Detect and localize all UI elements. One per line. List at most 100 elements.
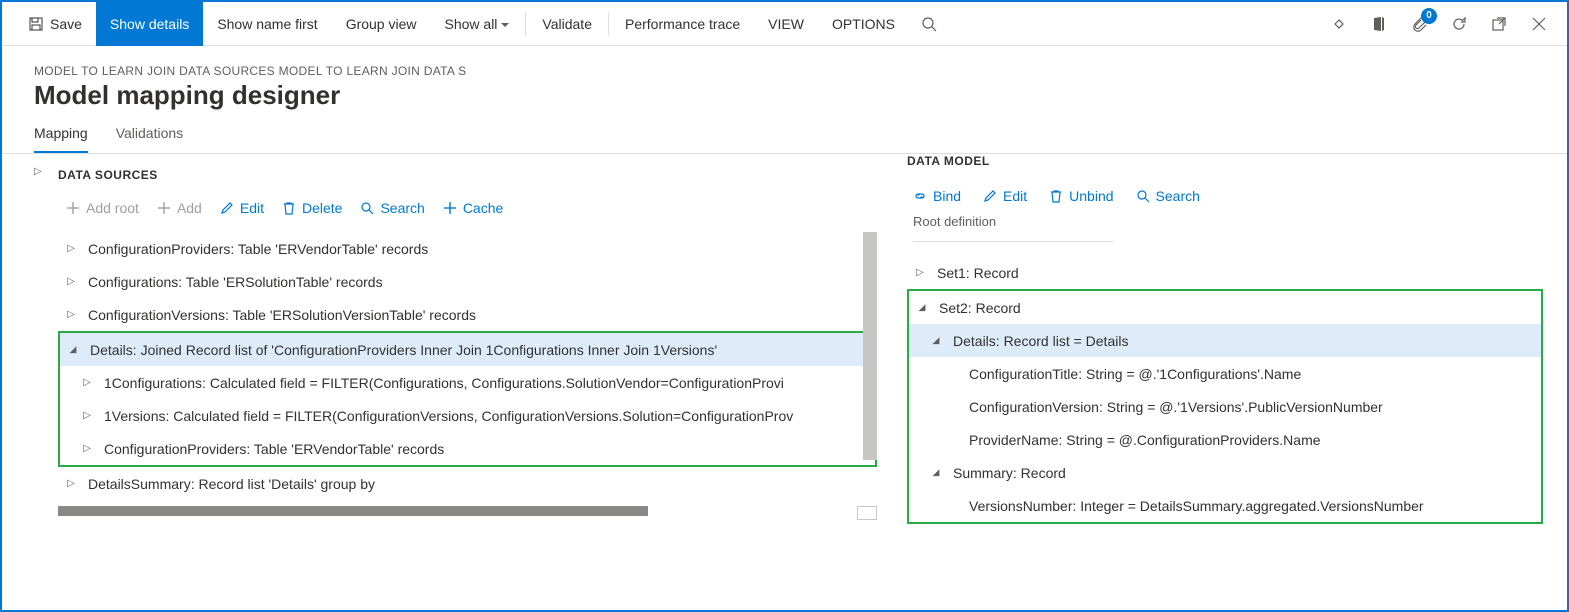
show-details-label: Show details <box>110 16 189 32</box>
tree-row[interactable]: ConfigurationTitle: String = @.'1Configu… <box>909 357 1541 390</box>
tree-row[interactable]: VersionsNumber: Integer = DetailsSummary… <box>909 489 1541 522</box>
tree-row[interactable]: DetailsSummary: Record list 'Details' gr… <box>58 467 877 500</box>
attachment-badge: 0 <box>1421 8 1437 24</box>
data-model-tree: Set1: Record Set2: Record Details: Record … <box>907 256 1543 524</box>
office-icon-button[interactable] <box>1359 2 1399 46</box>
separator <box>608 12 609 36</box>
caret-collapsed-icon[interactable] <box>64 276 78 287</box>
link-icon-button[interactable] <box>1319 2 1359 46</box>
tree-row[interactable]: Summary: Record <box>909 456 1541 489</box>
plus-icon <box>157 201 171 215</box>
trash-icon <box>1049 189 1063 203</box>
save-icon <box>28 16 44 32</box>
show-details-button[interactable]: Show details <box>96 2 203 46</box>
tab-validations[interactable]: Validations <box>116 125 183 153</box>
tree-row[interactable]: Configurations: Table 'ERSolutionTable' … <box>58 265 877 298</box>
tree-row[interactable]: ConfigurationProviders: Table 'ERVendorT… <box>60 432 875 465</box>
close-icon <box>1532 17 1546 31</box>
close-button[interactable] <box>1519 2 1559 46</box>
tree-row-label: ConfigurationProviders: Table 'ERVendorT… <box>78 241 428 257</box>
tree-row[interactable]: ProviderName: String = @.ConfigurationPr… <box>909 423 1541 456</box>
search-button[interactable]: Search <box>360 200 424 216</box>
caret-collapsed-icon[interactable] <box>80 377 94 388</box>
highlight-box: Details: Joined Record list of 'Configur… <box>58 331 877 467</box>
bind-button[interactable]: Bind <box>913 188 961 204</box>
tree-row-label: Details: Record list = Details <box>943 333 1128 349</box>
tree-row[interactable]: Set2: Record <box>909 291 1541 324</box>
page-header: MODEL TO LEARN JOIN DATA SOURCES MODEL T… <box>2 46 1567 111</box>
link-icon <box>1331 16 1347 32</box>
tree-row[interactable]: Details: Joined Record list of 'Configur… <box>60 333 875 366</box>
search-icon <box>1136 189 1150 203</box>
horizontal-scrollbar[interactable] <box>58 506 877 520</box>
caret-collapsed-icon[interactable] <box>80 443 94 454</box>
tree-row[interactable]: 1Configurations: Calculated field = FILT… <box>60 366 875 399</box>
refresh-button[interactable] <box>1439 2 1479 46</box>
breadcrumb: MODEL TO LEARN JOIN DATA SOURCES MODEL T… <box>34 64 1567 78</box>
tree-row-label: Set1: Record <box>927 265 1019 281</box>
tree-row-label: ConfigurationVersion: String = @.'1Versi… <box>959 399 1383 415</box>
search-toolbar-button[interactable] <box>909 2 949 46</box>
save-button[interactable]: Save <box>14 2 96 46</box>
tree-row[interactable]: ConfigurationVersion: String = @.'1Versi… <box>909 390 1541 423</box>
office-icon <box>1371 16 1387 32</box>
tree-row-label: Details: Joined Record list of 'Configur… <box>80 342 717 358</box>
tree-row-label: 1Configurations: Calculated field = FILT… <box>94 375 784 391</box>
tab-mapping[interactable]: Mapping <box>34 125 88 153</box>
link-icon <box>913 189 927 203</box>
unbind-button[interactable]: Unbind <box>1049 188 1113 204</box>
tree-row-label: DetailsSummary: Record list 'Details' gr… <box>78 476 375 492</box>
top-toolbar: Save Show details Show name first Group … <box>2 2 1567 46</box>
show-name-first-button[interactable]: Show name first <box>203 2 331 46</box>
data-sources-panel: ▷ DATA SOURCES Add root Add Edit <box>2 154 897 610</box>
view-button[interactable]: VIEW <box>754 2 818 46</box>
trash-icon <box>282 201 296 215</box>
tree-row-label: Configurations: Table 'ERSolutionTable' … <box>78 274 383 290</box>
options-button[interactable]: OPTIONS <box>818 2 909 46</box>
caret-expanded-icon[interactable] <box>929 335 943 346</box>
tree-row[interactable]: Details: Record list = Details <box>909 324 1541 357</box>
tree-row-label: ConfigurationVersions: Table 'ERSolution… <box>78 307 476 323</box>
plus-icon <box>66 201 80 215</box>
separator <box>525 12 526 36</box>
caret-expanded-icon[interactable] <box>929 467 943 478</box>
vertical-scrollbar[interactable] <box>863 232 877 464</box>
add-root-button[interactable]: Add root <box>66 200 139 216</box>
tree-row-label: ConfigurationTitle: String = @.'1Configu… <box>959 366 1301 382</box>
cache-button[interactable]: Cache <box>443 200 503 216</box>
edit-button[interactable]: Edit <box>983 188 1027 204</box>
tree-row[interactable]: ConfigurationVersions: Table 'ERSolution… <box>58 298 877 331</box>
edit-button[interactable]: Edit <box>220 200 264 216</box>
group-view-button[interactable]: Group view <box>332 2 431 46</box>
tree-row[interactable]: ConfigurationProviders: Table 'ERVendorT… <box>58 232 877 265</box>
caret-expanded-icon[interactable] <box>915 302 929 313</box>
search-icon <box>921 16 937 32</box>
caret-collapsed-icon[interactable] <box>64 309 78 320</box>
save-label: Save <box>50 16 82 32</box>
validate-button[interactable]: Validate <box>528 2 606 46</box>
data-model-panel: DATA MODEL Bind Edit Unbind Search <box>897 154 1567 610</box>
add-button[interactable]: Add <box>157 200 202 216</box>
show-all-dropdown[interactable]: Show all <box>431 2 524 46</box>
performance-trace-button[interactable]: Performance trace <box>611 2 754 46</box>
caret-collapsed-icon[interactable] <box>80 410 94 421</box>
search-icon <box>360 201 374 215</box>
delete-button[interactable]: Delete <box>282 200 342 216</box>
attachment-button[interactable]: 0 <box>1399 2 1439 46</box>
popout-button[interactable] <box>1479 2 1519 46</box>
caret-expanded-icon[interactable] <box>66 344 80 355</box>
plus-icon <box>443 201 457 215</box>
tree-row[interactable]: 1Versions: Calculated field = FILTER(Con… <box>60 399 875 432</box>
data-model-heading: DATA MODEL <box>907 154 1543 174</box>
popout-icon <box>1491 16 1507 32</box>
caret-collapsed-icon[interactable] <box>913 267 927 278</box>
caret-collapsed-icon[interactable] <box>64 243 78 254</box>
tree-row-label: ProviderName: String = @.ConfigurationPr… <box>959 432 1321 448</box>
search-button[interactable]: Search <box>1136 188 1200 204</box>
tree-row-label: ConfigurationProviders: Table 'ERVendorT… <box>94 441 444 457</box>
caret-collapsed-icon[interactable] <box>64 478 78 489</box>
pencil-icon <box>983 189 997 203</box>
collapse-handle[interactable]: ▷ <box>34 164 58 610</box>
tree-row[interactable]: Set1: Record <box>907 256 1543 289</box>
data-sources-actions: Add root Add Edit Delete <box>58 188 877 232</box>
